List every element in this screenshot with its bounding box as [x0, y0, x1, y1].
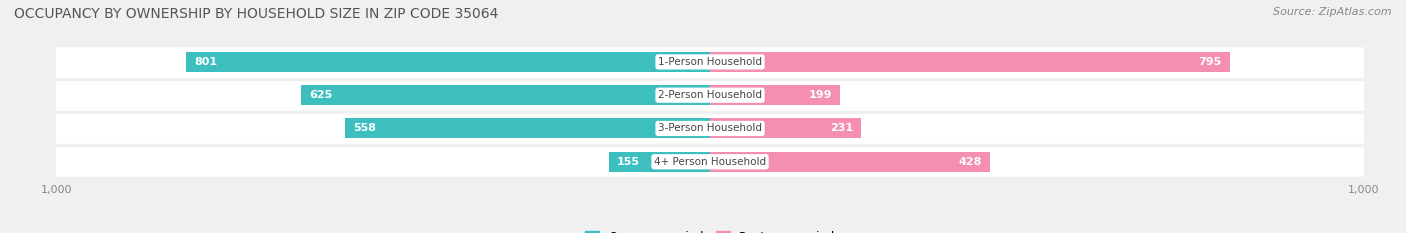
Bar — [710, 52, 1230, 72]
Bar — [710, 119, 860, 138]
Bar — [710, 85, 841, 105]
Text: 3-Person Household: 3-Person Household — [658, 123, 762, 134]
Text: 428: 428 — [959, 157, 981, 167]
Text: Source: ZipAtlas.com: Source: ZipAtlas.com — [1274, 7, 1392, 17]
Bar — [346, 119, 710, 138]
Text: 231: 231 — [830, 123, 853, 134]
Bar — [301, 85, 710, 105]
Bar — [56, 79, 1364, 112]
Text: 155: 155 — [617, 157, 640, 167]
Text: 801: 801 — [194, 57, 218, 67]
Text: 2-Person Household: 2-Person Household — [658, 90, 762, 100]
Text: 625: 625 — [309, 90, 332, 100]
Text: 558: 558 — [353, 123, 375, 134]
Text: 1-Person Household: 1-Person Household — [658, 57, 762, 67]
Bar — [56, 145, 1364, 178]
Bar — [187, 52, 710, 72]
Legend: Owner-occupied, Renter-occupied: Owner-occupied, Renter-occupied — [579, 226, 841, 233]
Bar — [56, 45, 1364, 79]
Text: OCCUPANCY BY OWNERSHIP BY HOUSEHOLD SIZE IN ZIP CODE 35064: OCCUPANCY BY OWNERSHIP BY HOUSEHOLD SIZE… — [14, 7, 499, 21]
Text: 4+ Person Household: 4+ Person Household — [654, 157, 766, 167]
Bar — [56, 112, 1364, 145]
Text: 199: 199 — [808, 90, 832, 100]
Bar — [710, 152, 990, 172]
Bar — [609, 152, 710, 172]
Text: 795: 795 — [1199, 57, 1222, 67]
